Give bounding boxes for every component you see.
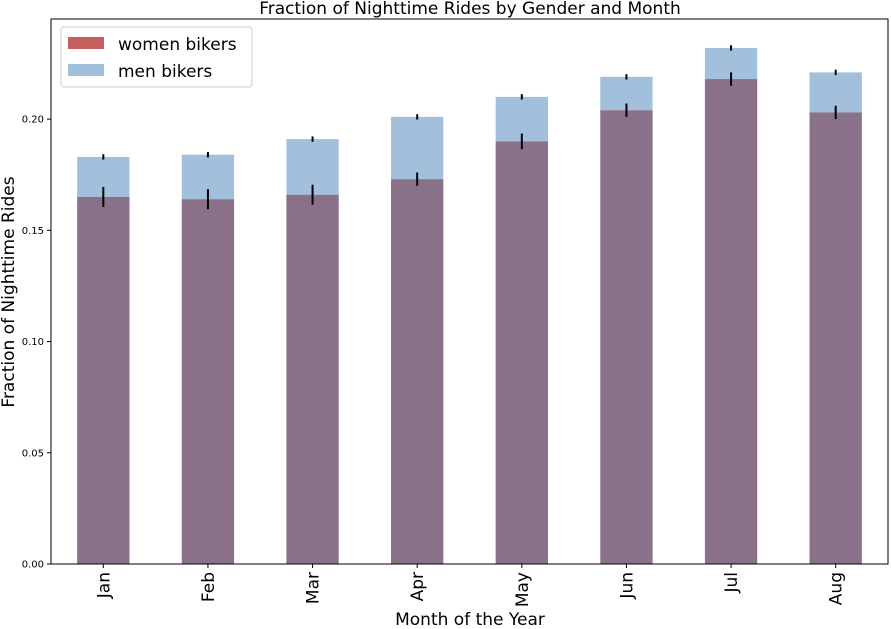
- y-tick-label-2: 0.10: [22, 337, 44, 348]
- ticks-layer: Jan Feb Mar Apr May Jun Jul Aug 0.00 0.05 0.10 0.15…: [22, 115, 847, 608]
- bar-women-jan: [77, 196, 130, 565]
- bar-women-apr: [391, 179, 444, 564]
- chart-title: Fraction of Nighttime Rides by Gender an…: [259, 0, 681, 19]
- bar-women-jun: [600, 110, 653, 565]
- x-axis-label: Month of the Year: [395, 610, 545, 629]
- y-tick-label-4: 0.20: [22, 115, 44, 126]
- x-tick-label-apr: Apr: [408, 572, 428, 601]
- bar-women-aug: [809, 112, 862, 564]
- x-tick-label-feb: Feb: [199, 572, 219, 602]
- x-tick-label-jul: Jul: [722, 572, 742, 594]
- x-tick-label-jun: Jun: [617, 572, 637, 600]
- x-tick-label-mar: Mar: [304, 572, 324, 604]
- bars-layer: [77, 45, 862, 565]
- x-tick-label-may: May: [513, 572, 533, 607]
- legend-swatch-women: [68, 37, 104, 49]
- bar-women-jul: [704, 79, 758, 565]
- y-axis-label: Fraction of Nighttime Rides: [0, 176, 19, 407]
- legend-frame: [60, 26, 253, 88]
- plot-frame: [50, 18, 889, 565]
- bar-men-apr: [391, 116, 444, 180]
- legend: women bikers men bikers: [60, 26, 253, 88]
- legend-label-women: women bikers: [118, 35, 237, 55]
- axes-layer: [50, 18, 889, 565]
- bar-women-may: [495, 141, 548, 565]
- legend-swatch-men: [68, 64, 104, 76]
- y-tick-label-0: 0.00: [22, 560, 44, 571]
- legend-label-men: men bikers: [118, 62, 212, 82]
- bar-women-feb: [181, 199, 235, 565]
- x-tick-label-jan: Jan: [94, 572, 114, 599]
- bar-women-mar: [286, 194, 339, 565]
- x-tick-label-aug: Aug: [827, 572, 847, 605]
- y-tick-label-3: 0.15: [22, 226, 44, 237]
- y-tick-label-1: 0.05: [22, 448, 44, 459]
